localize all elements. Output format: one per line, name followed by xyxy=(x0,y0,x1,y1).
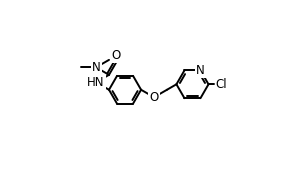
Text: N: N xyxy=(92,61,100,74)
Text: HN: HN xyxy=(87,76,105,89)
Text: O: O xyxy=(150,91,159,104)
Text: Cl: Cl xyxy=(215,78,227,91)
Text: O: O xyxy=(112,49,121,62)
Text: N: N xyxy=(196,64,205,77)
